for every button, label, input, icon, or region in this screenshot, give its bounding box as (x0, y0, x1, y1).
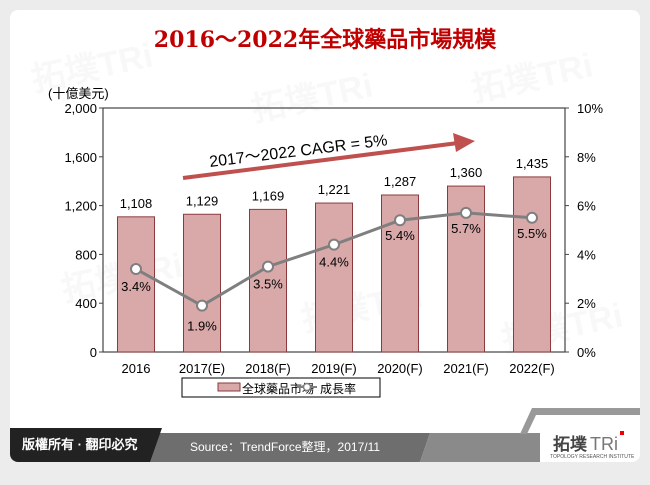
footer-band (420, 433, 540, 462)
growth-label: 3.5% (253, 277, 283, 292)
x-tick-label: 2022(F) (509, 361, 555, 376)
bar (315, 202, 353, 353)
growth-marker (394, 214, 406, 227)
x-tick-label: 2018(F) (245, 361, 291, 376)
growth-label: 5.7% (451, 221, 481, 236)
legend-bar-swatch (217, 382, 241, 392)
growth-label: 3.4% (121, 279, 151, 294)
y2-tick-label: 10% (577, 101, 603, 116)
x-tick-label: 2016 (122, 361, 151, 376)
growth-marker (460, 206, 472, 219)
x-tick-label: 2019(F) (311, 361, 357, 376)
cagr-arrow (182, 141, 459, 180)
bar-value-label: 1,129 (186, 193, 219, 208)
y-tick-label: 0 (90, 345, 97, 360)
legend-label: 成長率 (320, 381, 356, 396)
bar-value-label: 1,360 (450, 165, 483, 180)
y-tick-label: 2,000 (64, 101, 97, 116)
growth-label: 4.4% (319, 255, 349, 270)
growth-marker (262, 260, 274, 273)
bar-value-label: 1,287 (384, 174, 417, 189)
y2-tick-label: 4% (577, 247, 596, 262)
y-tick-label: 1,600 (64, 150, 97, 165)
bar-value-label: 1,169 (252, 188, 285, 203)
source-label: Source：TrendForce整理，2017/11 (189, 440, 381, 454)
x-tick-label: 2020(F) (377, 361, 423, 376)
y2-tick-label: 6% (577, 199, 596, 214)
y-tick-label: 1,200 (64, 199, 97, 214)
logo-subtitle: TOPOLOGY RESEARCH INSTITUTE (550, 454, 635, 460)
x-tick-label: 2021(F) (443, 361, 489, 376)
chart-title: 2016～2022年全球藥品市場規模 (153, 27, 497, 53)
bar (513, 176, 551, 353)
y-tick-label: 800 (75, 247, 97, 262)
y2-tick-label: 8% (577, 150, 596, 165)
logo-text: TRi (590, 434, 618, 454)
bar-value-label: 1,435 (516, 156, 549, 171)
bar-value-label: 1,221 (318, 182, 351, 197)
y-axis-label: (十億美元) (48, 86, 109, 101)
footer-band (150, 433, 430, 462)
legend-label: 全球藥品市場 (242, 381, 314, 396)
growth-marker (526, 211, 538, 224)
y-tick-label: 400 (75, 296, 97, 311)
growth-label: 1.9% (187, 319, 217, 334)
growth-marker (130, 263, 142, 276)
growth-marker (328, 238, 340, 251)
x-tick-label: 2017(E) (179, 361, 225, 376)
bar (117, 216, 155, 353)
growth-marker (196, 299, 208, 312)
footer-accent (520, 408, 640, 434)
logo-text: 拓墣 (553, 435, 587, 454)
cagr-arrowhead (453, 133, 475, 152)
footer-band (150, 428, 162, 462)
bar-value-label: 1,108 (120, 196, 153, 211)
logo-dot (620, 431, 624, 435)
growth-label: 5.4% (385, 228, 415, 243)
copyright-label: 版權所有 · 翻印必究 (10, 428, 150, 462)
bar (249, 208, 287, 353)
y2-tick-label: 2% (577, 296, 596, 311)
y2-tick-label: 0% (577, 345, 596, 360)
growth-label: 5.5% (517, 226, 547, 241)
legend-line-marker (302, 382, 312, 392)
bar (183, 213, 221, 353)
